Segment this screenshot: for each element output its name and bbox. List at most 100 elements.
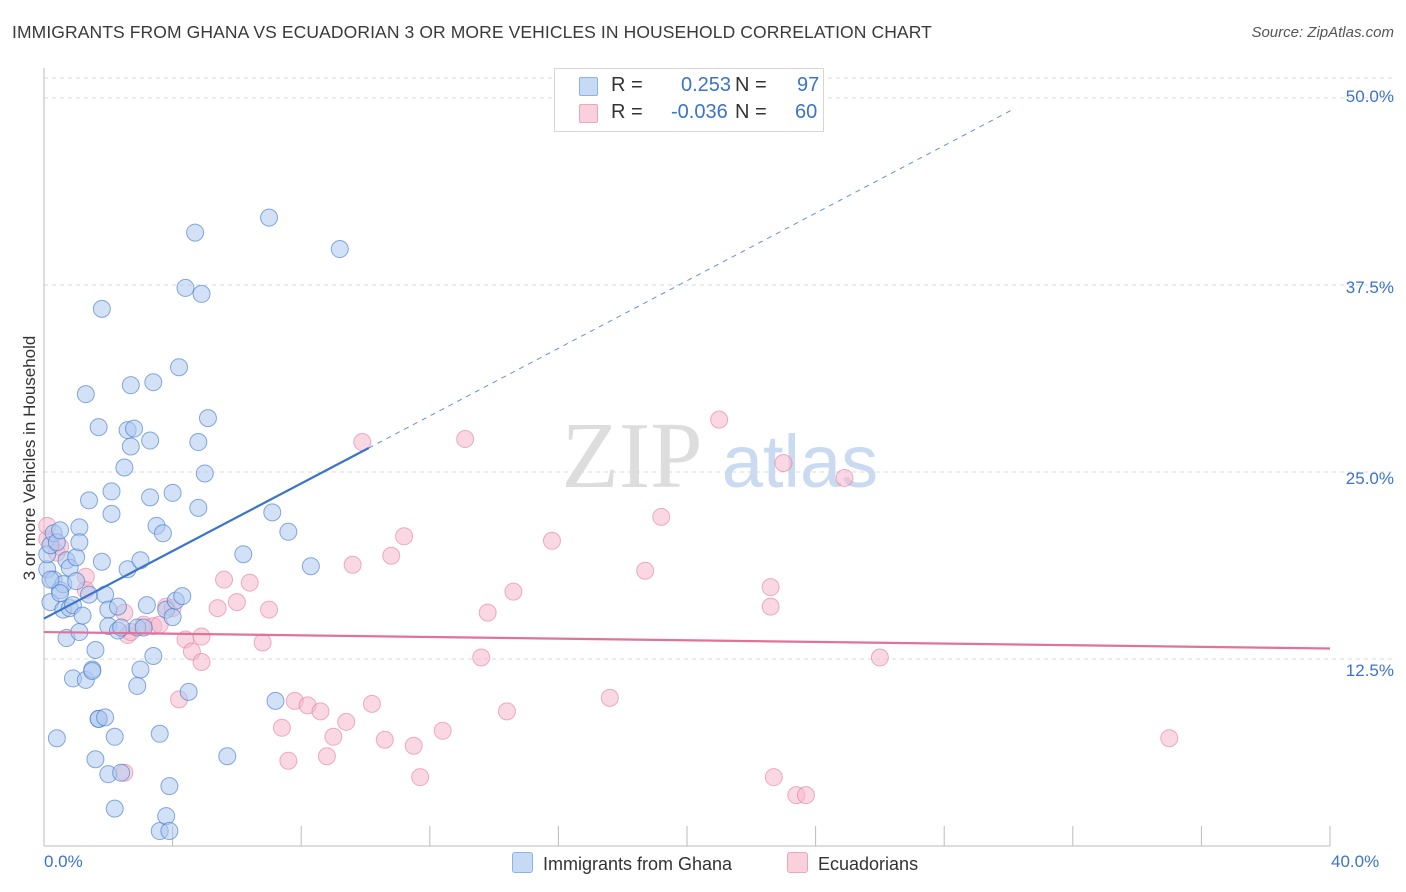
ghana-point — [73, 606, 92, 625]
ghana-point — [131, 551, 150, 570]
ecuador-point — [208, 599, 227, 618]
ecuador-point — [764, 768, 783, 787]
ecuador-point — [504, 582, 523, 601]
ghana-point — [137, 596, 156, 615]
ghana-point — [141, 488, 160, 507]
ghana-legend-swatch — [512, 852, 533, 873]
ghana-point — [128, 676, 147, 695]
ecuador-point — [636, 561, 655, 580]
legend-label: Immigrants from Ghana — [543, 854, 733, 874]
ecuador-point — [774, 453, 793, 472]
y-tick-label: 25.0% — [1345, 469, 1394, 488]
ecuador-point — [260, 600, 279, 619]
ecuador-point — [761, 597, 780, 616]
chart-title: IMMIGRANTS FROM GHANA VS ECUADORIAN 3 OR… — [12, 22, 932, 42]
ecuador-point — [375, 730, 394, 749]
ecuador-point — [362, 694, 381, 713]
ghana-point — [92, 299, 111, 318]
r-value: 0.253 — [681, 74, 732, 96]
legend-item-ecuador: Ecuadorians — [787, 852, 918, 875]
ghana-point — [160, 822, 179, 841]
ghana-point — [102, 504, 121, 523]
ecuador-point — [317, 747, 336, 766]
ecuador-point — [192, 627, 211, 646]
ghana-point — [108, 597, 127, 616]
ecuador-point — [796, 786, 815, 805]
ecuador-point — [497, 702, 516, 721]
ecuador-point — [472, 648, 491, 667]
ecuador-point — [192, 652, 211, 671]
ghana-point — [163, 483, 182, 502]
ecuador-point — [710, 410, 729, 429]
ghana-point — [173, 587, 192, 606]
ecuador-points — [38, 410, 1179, 805]
n-label: N = — [735, 101, 767, 123]
ghana-point — [112, 763, 131, 782]
ghana-point — [47, 729, 66, 748]
ecuador-trend-line — [43, 630, 1331, 650]
ecuador-point — [404, 736, 423, 755]
ghana-point — [86, 641, 105, 660]
ghana-point — [121, 437, 140, 456]
ecuador-point — [542, 531, 561, 550]
y-tick-label: 37.5% — [1345, 278, 1394, 297]
ecuador-point — [1160, 729, 1179, 748]
ghana-point — [189, 433, 208, 452]
n-label: N = — [735, 74, 767, 96]
ghana-point — [51, 584, 70, 603]
watermark: ZIP atlas — [562, 404, 879, 508]
ghana-point — [198, 409, 217, 428]
ghana-point — [266, 691, 285, 710]
ecuador-point — [253, 633, 272, 652]
ghana-point — [51, 521, 70, 540]
ecuador-point — [395, 527, 414, 546]
ghana-point — [163, 608, 182, 627]
y-tick-label: 12.5% — [1345, 661, 1394, 680]
ghana-point — [89, 418, 108, 437]
ecuador-swatch — [579, 104, 598, 123]
ghana-point — [218, 747, 237, 766]
ecuador-point — [456, 430, 475, 449]
ecuador-point — [311, 702, 330, 721]
ghana-point — [263, 503, 282, 522]
ecuador-point — [227, 593, 246, 612]
watermark-atlas: atlas — [722, 420, 878, 503]
ecuador-point — [343, 555, 362, 574]
x-tick-label: 40.0% — [1331, 852, 1380, 871]
ghana-point — [192, 284, 211, 303]
ghana-point — [260, 208, 279, 227]
ghana-trend-line — [43, 447, 370, 620]
ghana-point — [105, 727, 124, 746]
ghana-point — [301, 557, 320, 576]
legend-item-ghana: Immigrants from Ghana — [512, 852, 732, 875]
n-value: 60 — [795, 101, 818, 123]
ecuador-point — [272, 718, 291, 737]
ghana-point — [70, 533, 89, 552]
ghana-point — [125, 419, 144, 438]
ghana-point — [96, 708, 115, 727]
ecuador-point — [240, 573, 259, 592]
r-label: R = — [611, 101, 643, 123]
ghana-point — [279, 522, 298, 541]
n-value: 97 — [797, 74, 820, 96]
ghana-point — [80, 491, 99, 510]
ecuador-point — [324, 727, 343, 746]
ghana-point — [83, 661, 102, 680]
ghana-point — [176, 278, 195, 297]
r-value: -0.036 — [671, 101, 728, 123]
ghana-point — [121, 376, 140, 395]
ecuador-point — [652, 507, 671, 526]
ecuador-point — [215, 570, 234, 589]
ecuador-point — [761, 578, 780, 597]
legend-label: Ecuadorians — [818, 854, 919, 874]
source-label: Source: ZipAtlas.com — [1251, 24, 1394, 41]
ghana-point — [115, 458, 134, 477]
ghana-point — [70, 518, 89, 537]
ghana-point — [86, 750, 105, 769]
ghana-point — [92, 552, 111, 571]
ghana-point — [41, 570, 60, 589]
ghana-point — [160, 777, 179, 796]
ecuador-point — [478, 603, 497, 622]
ecuador-point — [337, 712, 356, 731]
